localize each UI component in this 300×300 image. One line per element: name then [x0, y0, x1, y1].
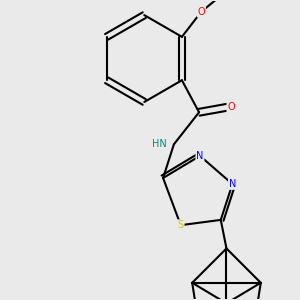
- Text: O: O: [197, 7, 205, 17]
- Text: O: O: [227, 102, 235, 112]
- Text: N: N: [196, 151, 204, 161]
- Text: N: N: [229, 179, 236, 189]
- Text: HN: HN: [152, 139, 167, 149]
- Text: S: S: [178, 220, 184, 230]
